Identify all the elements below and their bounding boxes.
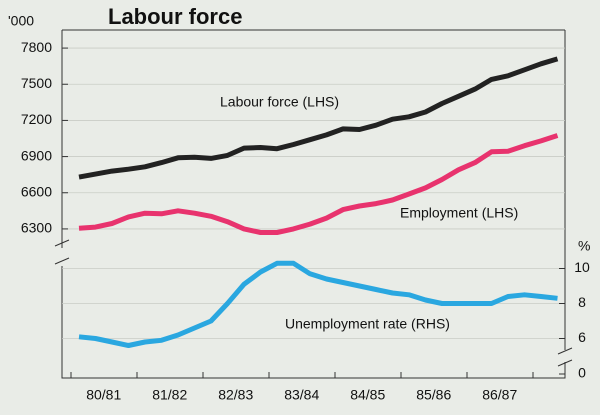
chart-title: Labour force bbox=[108, 4, 242, 29]
plot-frame bbox=[61, 29, 566, 379]
x-tick-label: 80/81 bbox=[86, 387, 121, 403]
y-tick-label: 7800 bbox=[21, 39, 52, 55]
y-tick-label: 6600 bbox=[21, 183, 52, 199]
series-label: Employment (LHS) bbox=[400, 205, 518, 221]
axis-break bbox=[557, 347, 573, 367]
y-axis-label: '000 bbox=[8, 13, 34, 29]
series-line bbox=[78, 260, 558, 348]
series-label: Labour force (LHS) bbox=[220, 94, 339, 110]
x-tick-label: 84/85 bbox=[350, 387, 385, 403]
x-tick-label: 82/83 bbox=[218, 387, 253, 403]
x-tick-label: 85/86 bbox=[416, 387, 451, 403]
y-tick-label: 7200 bbox=[21, 111, 52, 127]
y2-axis-label: % bbox=[578, 238, 590, 254]
series-line bbox=[78, 133, 559, 235]
y-tick-label: 6300 bbox=[21, 220, 52, 236]
y2-tick-label: 8 bbox=[578, 294, 586, 310]
y-tick-label: 6900 bbox=[21, 147, 52, 163]
series-label: Unemployment rate (RHS) bbox=[285, 316, 450, 332]
y2-tick-label: 0 bbox=[578, 365, 586, 381]
x-tick-label: 81/82 bbox=[152, 387, 187, 403]
x-tick-label: 83/84 bbox=[284, 387, 319, 403]
y2-tick-label: 10 bbox=[574, 259, 590, 275]
x-tick-label: 86/87 bbox=[482, 387, 517, 403]
axis-break bbox=[54, 239, 70, 265]
y2-tick-label: 6 bbox=[578, 329, 586, 345]
y-tick-label: 7500 bbox=[21, 75, 52, 91]
series-line bbox=[78, 56, 559, 180]
